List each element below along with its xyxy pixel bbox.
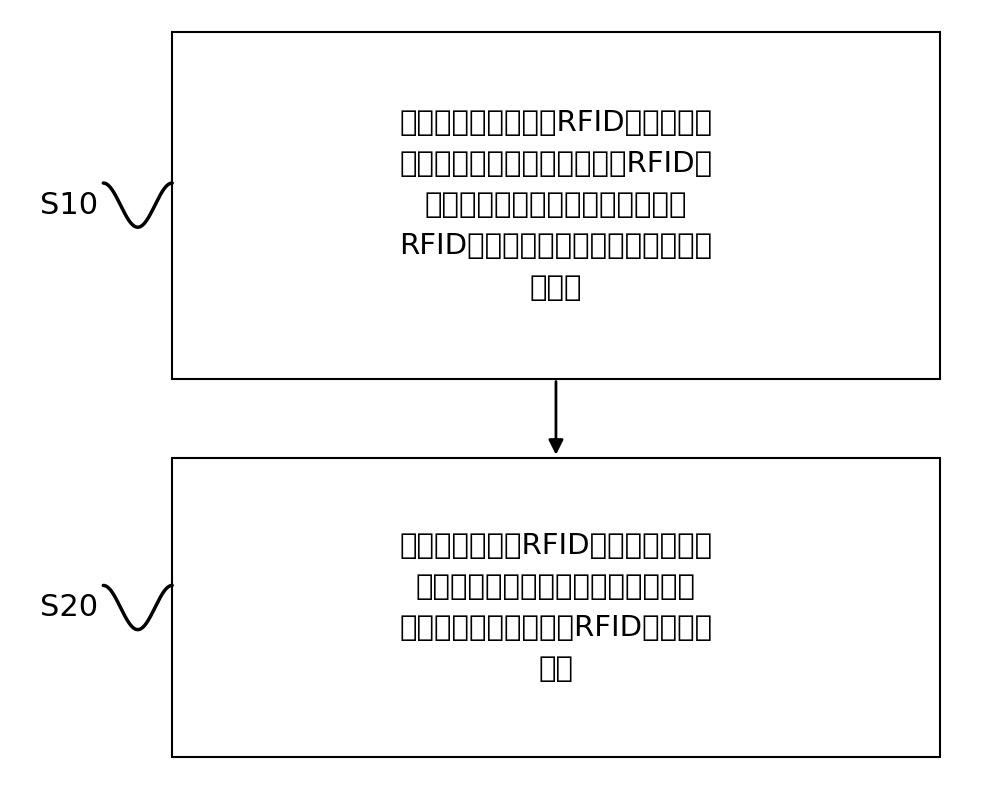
- Text: 获取无源超高频RFID芯片的当前反向
链路频率，并根据关系和当前反向链
路频率确定无源超高频RFID芯片的温
度值: 获取无源超高频RFID芯片的当前反向 链路频率，并根据关系和当前反向链 路频率确…: [400, 532, 712, 683]
- Text: S10: S10: [39, 191, 98, 219]
- Bar: [172, 32, 940, 379]
- Text: 在建立与无源超高频RFID芯片之间的
通信连接后，读取无源超高频RFID芯
片的存储器数据，确定无源超高频
RFID芯片的反向链路频率与温度之间
的关系: 在建立与无源超高频RFID芯片之间的 通信连接后，读取无源超高频RFID芯 片的…: [400, 109, 712, 301]
- Text: S20: S20: [39, 593, 98, 622]
- Bar: [172, 458, 940, 757]
